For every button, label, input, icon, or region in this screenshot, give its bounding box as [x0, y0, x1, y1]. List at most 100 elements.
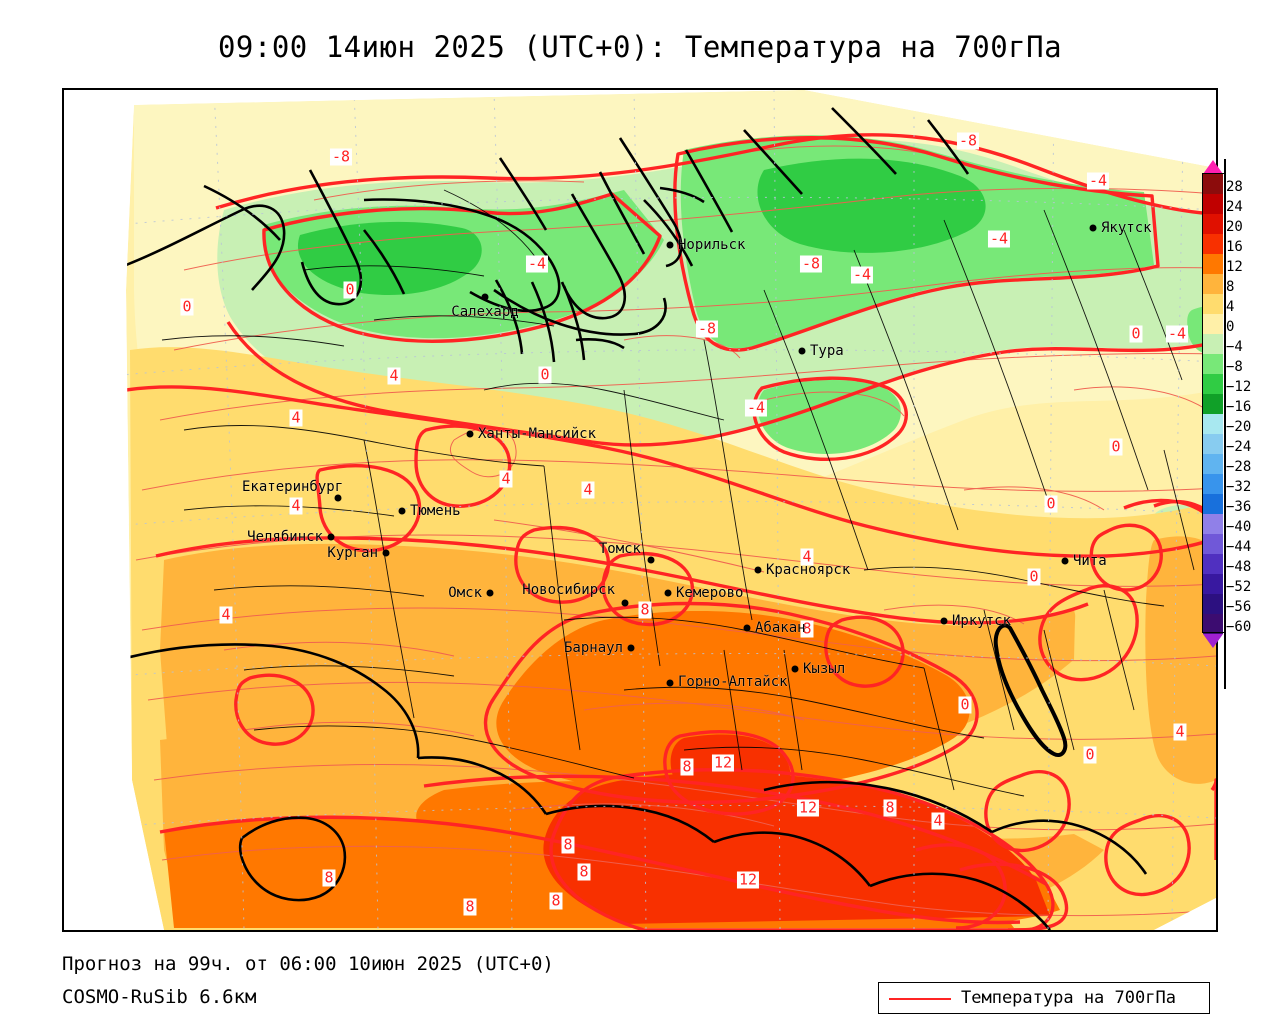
city-dot-icon: [940, 617, 948, 625]
contour-label: 0: [1109, 437, 1123, 456]
city-label: Тюмень: [410, 503, 461, 519]
colorbar-tick-label: 28: [1226, 179, 1243, 195]
contour-label: -8: [799, 254, 823, 273]
city-label: Горно-Алтайск: [678, 674, 788, 690]
colorbar-tick-label: −60: [1226, 619, 1252, 635]
colorbar-tick-label: −16: [1226, 399, 1252, 415]
contour-label: 8: [322, 868, 336, 887]
contour-label: 0: [958, 695, 972, 714]
contour-label: 8: [638, 600, 652, 619]
contour-label: 8: [549, 891, 563, 910]
contour-label: 0: [1044, 494, 1058, 513]
contour-label: 4: [219, 605, 233, 624]
city-dot-icon: [481, 293, 489, 301]
city-dot-icon: [666, 679, 674, 687]
city-dot-icon: [647, 556, 655, 564]
city-dot-icon: [791, 665, 799, 673]
city-dot-icon: [466, 430, 474, 438]
colorbar-tick-label: 20: [1226, 219, 1243, 235]
colorbar-cell: [1203, 554, 1223, 574]
legend-box: Температура на 700гПа: [878, 982, 1210, 1014]
contour-label: 4: [499, 469, 513, 488]
colorbar-cell: [1203, 334, 1223, 354]
city-label: Иркутск: [952, 613, 1012, 629]
colorbar-cell: [1203, 354, 1223, 374]
contour-label: 8: [883, 798, 897, 817]
colorbar-tick-label: −24: [1226, 439, 1252, 455]
city-dot-icon: [382, 549, 390, 557]
colorbar[interactable]: [1203, 160, 1223, 648]
colorbar-tick-label: 0: [1226, 319, 1235, 335]
contour-label: 8: [800, 619, 814, 638]
contour-label: 4: [931, 811, 945, 830]
colorbar-tick-label: −52: [1226, 579, 1252, 595]
colorbar-under-arrow: [1203, 634, 1223, 648]
city-dot-icon: [754, 566, 762, 574]
contour-label: -8: [695, 319, 719, 338]
city-dot-icon: [1089, 224, 1097, 232]
contour-label: 8: [577, 862, 591, 881]
colorbar-tick-label: −12: [1226, 379, 1252, 395]
colorbar-cell: [1203, 194, 1223, 214]
city-dot-icon: [621, 599, 629, 607]
contour-label: 0: [1129, 324, 1143, 343]
city-label: Омск: [448, 585, 482, 601]
colorbar-over-arrow: [1203, 160, 1223, 174]
contour-label: 8: [680, 757, 694, 776]
city-dot-icon: [334, 494, 342, 502]
city-dot-icon: [398, 507, 406, 515]
city-label: Чита: [1073, 553, 1107, 569]
city-dot-icon: [1061, 557, 1069, 565]
colorbar-tick-label: −32: [1226, 479, 1252, 495]
contour-label: 8: [463, 897, 477, 916]
colorbar-cell: [1203, 534, 1223, 554]
contour-label: 4: [387, 366, 401, 385]
city-label: Салехард: [451, 304, 519, 320]
colorbar-cell: [1203, 394, 1223, 414]
city-dot-icon: [486, 589, 494, 597]
city-label: Барнаул: [563, 640, 623, 656]
city-label: Норильск: [678, 237, 746, 253]
colorbar-cell: [1203, 594, 1223, 614]
contour-label: 0: [180, 297, 194, 316]
contour-label: -4: [987, 229, 1011, 248]
forecast-info: Прогноз на 99ч. от 06:00 10июн 2025 (UTC…: [62, 953, 554, 975]
contour-label: 0: [538, 365, 552, 384]
contour-label: 4: [1173, 722, 1187, 741]
city-label: Абакан: [755, 620, 806, 636]
colorbar-tick-label: 8: [1226, 279, 1235, 295]
contour-label: 0: [1083, 745, 1097, 764]
contour-label: -4: [744, 398, 768, 417]
contour-label: -8: [956, 131, 980, 150]
colorbar-cell: [1203, 294, 1223, 314]
colorbar-cell: [1203, 494, 1223, 514]
contour-label: 12: [736, 870, 760, 889]
colorbar-cell: [1203, 254, 1223, 274]
city-dot-icon: [327, 533, 335, 541]
model-info: COSMO-RuSib 6.6км: [62, 986, 257, 1008]
colorbar-cell: [1203, 274, 1223, 294]
colorbar-cell: [1203, 434, 1223, 454]
map-canvas[interactable]: -8 -8 -8 -8 -4 -4 -4 -4 -4 -4 0 0 0 0 0 0 0 0 0 4 4 4 4 4 4 4 4 4 8 8…: [64, 90, 1216, 930]
city-label: Кемерово: [676, 585, 744, 601]
city-label: Екатеринбург: [242, 479, 344, 495]
colorbar-tick-label: −4: [1226, 339, 1243, 355]
city-dot-icon: [627, 644, 635, 652]
colorbar-axis-line: [1224, 159, 1226, 689]
colorbar-cell: [1203, 574, 1223, 594]
colorbar-cell: [1203, 234, 1223, 254]
city-dot-icon: [666, 241, 674, 249]
colorbar-cell: [1203, 174, 1223, 194]
colorbar-tick-label: −8: [1226, 359, 1243, 375]
map-frame[interactable]: -8 -8 -8 -8 -4 -4 -4 -4 -4 -4 0 0 0 0 0 0 0 0 0 4 4 4 4 4 4 4 4 4 8 8…: [62, 88, 1218, 932]
map-raster: [64, 90, 1216, 930]
colorbar-cell: [1203, 314, 1223, 334]
contour-label: 0: [343, 280, 357, 299]
city-label: Новосибирск: [522, 582, 615, 598]
colorbar-tick-label: −56: [1226, 599, 1252, 615]
city-dot-icon: [798, 347, 806, 355]
city-label: Кызыл: [803, 661, 846, 677]
city-label: Якутск: [1101, 220, 1152, 236]
city-label: Красноярск: [766, 562, 851, 578]
city-label: Ханты-Мансийск: [478, 426, 597, 442]
